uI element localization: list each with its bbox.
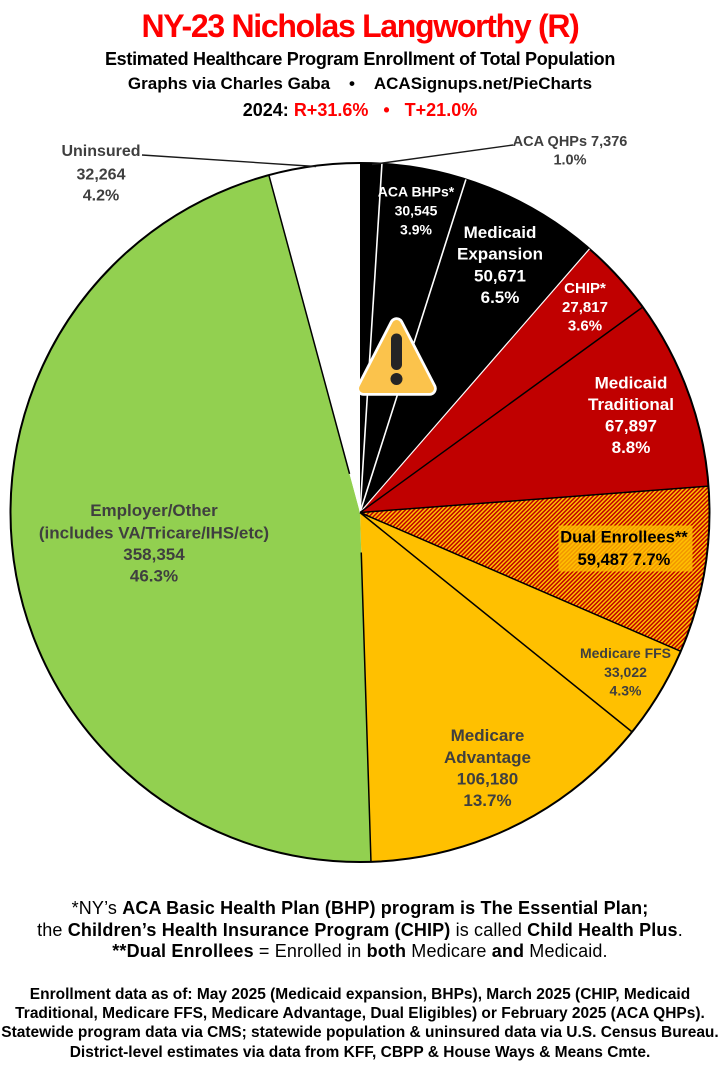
svg-text:Medicaid: Medicaid [464,223,537,242]
svg-text:(includes VA/Tricare/IHS/etc): (includes VA/Tricare/IHS/etc) [39,524,269,543]
svg-text:Expansion: Expansion [457,245,543,264]
svg-text:Uninsured: Uninsured [61,143,140,160]
svg-text:33,022: 33,022 [604,664,647,680]
svg-text:59,487 7.7%: 59,487 7.7% [578,551,671,569]
svg-text:3.6%: 3.6% [568,317,602,334]
svg-text:6.5%: 6.5% [481,288,520,307]
svg-text:4.3%: 4.3% [610,683,642,699]
svg-text:ACA BHPs*: ACA BHPs* [378,184,455,200]
svg-text:Medicare FFS: Medicare FFS [580,645,671,661]
svg-text:Medicaid: Medicaid [595,373,668,392]
svg-text:Advantage: Advantage [444,748,531,767]
svg-text:4.2%: 4.2% [83,188,119,205]
svg-text:27,817: 27,817 [562,299,608,316]
svg-text:1.0%: 1.0% [553,153,586,169]
svg-text:Medicare: Medicare [451,726,525,745]
svg-text:358,354: 358,354 [123,545,185,564]
svg-text:50,671: 50,671 [474,266,526,285]
svg-text:8.8%: 8.8% [612,438,651,457]
svg-text:CHIP*: CHIP* [564,280,606,297]
svg-text:Dual Enrollees**: Dual Enrollees** [560,528,688,546]
svg-text:106,180: 106,180 [457,770,518,789]
svg-text:67,897: 67,897 [605,416,657,435]
svg-text:32,264: 32,264 [77,167,126,184]
svg-text:Employer/Other: Employer/Other [90,501,218,520]
svg-text:13.7%: 13.7% [463,791,511,810]
svg-text:46.3%: 46.3% [130,567,178,586]
svg-text:30,545: 30,545 [395,203,438,219]
svg-text:Traditional: Traditional [588,395,674,414]
svg-text:ACA QHPs 7,376: ACA QHPs 7,376 [513,134,628,150]
svg-text:3.9%: 3.9% [400,222,432,238]
